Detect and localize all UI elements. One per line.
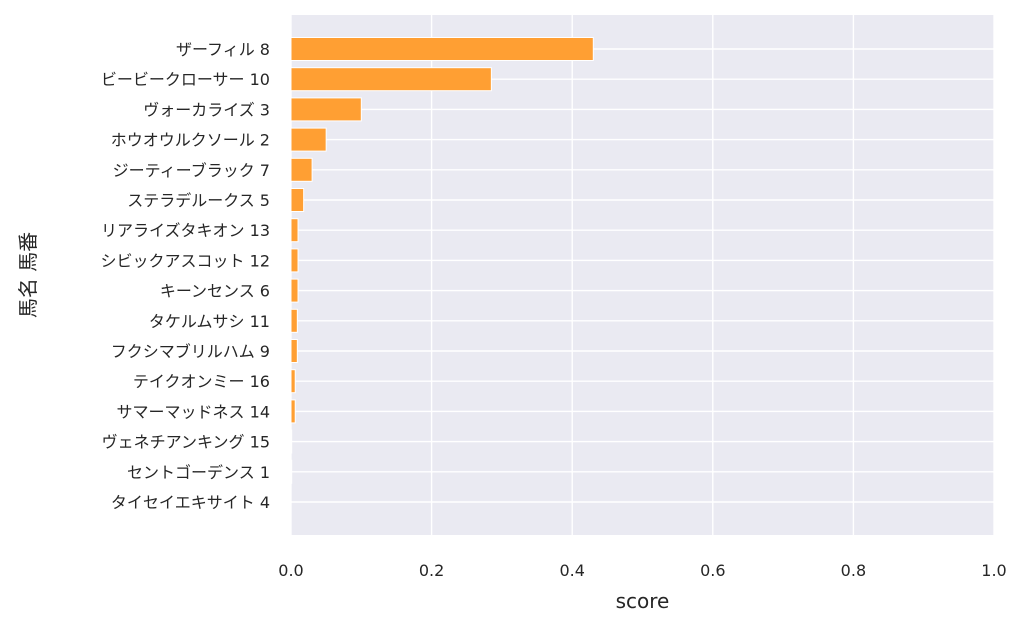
y-gridlines bbox=[291, 48, 994, 503]
bar bbox=[290, 459, 293, 484]
y-tick-label: ジーティーブラック 7 bbox=[113, 161, 270, 180]
y-tick-label: サマーマッドネス 14 bbox=[117, 402, 270, 421]
y-tick-label: ザーフィル 8 bbox=[176, 40, 270, 59]
y-tick-label: ビービークローサー 10 bbox=[101, 70, 270, 89]
y-tick-label: ホウオウルクソール 2 bbox=[111, 131, 270, 150]
bar bbox=[290, 188, 305, 212]
y-tick-label: タケルムサシ 11 bbox=[149, 312, 270, 331]
y-tick-label: リアライズタキオン 13 bbox=[101, 221, 270, 240]
x-tick-label: 0.8 bbox=[841, 561, 866, 580]
x-axis-label: score bbox=[616, 589, 670, 613]
bar bbox=[290, 127, 327, 152]
y-axis-label: 馬名 馬番 bbox=[16, 232, 40, 318]
bar bbox=[290, 369, 296, 394]
y-tick-label: ヴェネチアンキング 15 bbox=[102, 433, 270, 452]
bar bbox=[290, 308, 298, 333]
y-tick-label: ステラデルークス 5 bbox=[127, 191, 270, 210]
bar bbox=[290, 157, 313, 182]
bar bbox=[290, 339, 298, 363]
bar bbox=[290, 218, 299, 243]
y-tick-labels: ザーフィル 8 ビービークローサー 10 ヴォーカライズ 3 ホウオウルクソール 2 ジ… bbox=[101, 40, 270, 512]
y-tick-label: テイクオンミー 16 bbox=[133, 372, 270, 391]
x-tick-label: 0.2 bbox=[419, 561, 444, 580]
x-tick-label: 0.4 bbox=[559, 561, 584, 580]
bar bbox=[290, 248, 299, 273]
x-tick-label: 1.0 bbox=[981, 561, 1006, 580]
bar bbox=[290, 37, 594, 61]
x-tick-labels: 0.0 0.2 0.4 0.6 0.8 1.0 bbox=[278, 561, 1006, 580]
bar bbox=[290, 429, 293, 454]
y-tick-label: シビックアスコット 12 bbox=[101, 251, 270, 270]
bar bbox=[290, 67, 492, 92]
y-tick-label: セントゴーデンス 1 bbox=[127, 463, 270, 482]
bars bbox=[290, 37, 594, 484]
x-tick-label: 0.6 bbox=[700, 561, 725, 580]
bar bbox=[290, 97, 362, 122]
y-tick-label: キーンセンス 6 bbox=[160, 282, 270, 301]
y-tick-label: ヴォーカライズ 3 bbox=[143, 100, 270, 119]
bar bbox=[290, 278, 299, 303]
bar bbox=[290, 399, 296, 424]
y-tick-label: タイセイエキサイト 4 bbox=[111, 493, 270, 512]
plot-background bbox=[291, 15, 994, 535]
x-tick-label: 0.0 bbox=[278, 561, 303, 580]
y-tick-label: フクシマブリルハム 9 bbox=[111, 342, 270, 361]
